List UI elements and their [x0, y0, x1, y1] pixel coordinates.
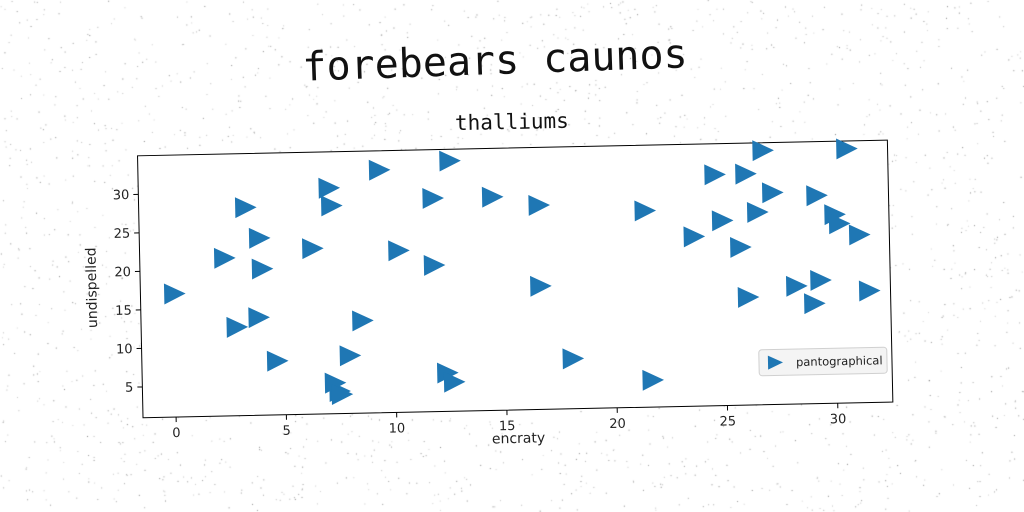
y-tick-label: 20 — [114, 265, 131, 280]
data-point-marker — [320, 195, 343, 217]
data-point-marker — [226, 316, 249, 338]
data-point-marker — [836, 138, 858, 160]
y-tick-label: 5 — [125, 381, 134, 396]
data-point-marker — [642, 369, 664, 391]
x-tick-label: 0 — [172, 426, 181, 441]
data-point-marker — [248, 307, 270, 329]
plot-area: thalliums encraty undispelled 0 5 10 15 20 25… — [83, 109, 894, 447]
legend-label: pantographical — [796, 353, 883, 369]
y-tick-label: 10 — [116, 342, 133, 357]
data-point-marker — [331, 384, 354, 405]
x-axis-label: encraty — [492, 430, 546, 447]
data-point-marker — [368, 159, 391, 181]
data-point-marker — [530, 275, 552, 297]
legend-marker — [767, 355, 783, 370]
data-point-marker — [803, 293, 826, 315]
data-point-marker — [352, 310, 374, 332]
x-tick-label: 20 — [609, 417, 626, 432]
data-point-marker — [746, 201, 769, 223]
data-point-marker — [785, 275, 808, 297]
data-point-marker — [213, 247, 236, 269]
data-point-marker — [163, 283, 186, 305]
y-axis-label: undispelled — [83, 247, 101, 328]
chart-title: thalliums — [455, 109, 569, 135]
data-point-marker — [704, 164, 726, 186]
x-tick-label: 10 — [389, 421, 406, 436]
data-point-marker — [634, 200, 657, 222]
data-point-marker — [730, 237, 752, 258]
x-ticks: 0 5 10 15 20 25 30 — [172, 403, 847, 441]
data-point-marker — [528, 194, 551, 216]
legend-box — [758, 346, 888, 377]
data-point-marker — [806, 185, 828, 207]
data-point-marker — [339, 345, 362, 367]
data-point-marker — [301, 238, 324, 260]
data-point-marker — [735, 163, 757, 185]
data-point-marker — [318, 177, 341, 199]
data-point-marker — [248, 227, 271, 249]
axes-frame — [137, 139, 894, 419]
y-tick-label: 15 — [115, 304, 132, 319]
data-point-marker — [324, 372, 347, 394]
data-point-marker — [481, 186, 504, 208]
data-point-marker — [422, 187, 444, 209]
data-point-marker — [388, 240, 410, 262]
data-point-marker — [266, 350, 289, 372]
data-point-marker — [423, 254, 446, 276]
data-point-marker — [828, 213, 851, 235]
data-point-marker — [443, 371, 466, 393]
data-point-marker — [439, 150, 461, 172]
y-tick-label: 30 — [113, 188, 130, 203]
y-tick-label: 25 — [113, 227, 130, 242]
x-tick-label: 15 — [499, 419, 516, 434]
data-point-marker — [737, 286, 760, 308]
data-point-marker — [848, 224, 871, 246]
data-point-marker — [234, 197, 257, 219]
legend: pantographical — [758, 346, 888, 377]
data-point-marker — [251, 258, 274, 280]
data-point-marker — [683, 226, 706, 248]
data-point-marker — [711, 210, 734, 232]
x-tick-label: 5 — [282, 424, 291, 439]
data-point-marker — [752, 140, 774, 162]
y-ticks: 5 10 15 20 25 30 — [113, 188, 143, 396]
data-point-marker — [562, 348, 585, 370]
x-tick-label: 25 — [719, 414, 736, 429]
data-markers — [163, 138, 881, 405]
data-point-marker — [858, 280, 881, 302]
x-tick-label: 30 — [830, 412, 847, 427]
data-point-marker — [761, 182, 784, 204]
data-point-marker — [436, 362, 459, 384]
data-point-marker — [810, 270, 832, 291]
